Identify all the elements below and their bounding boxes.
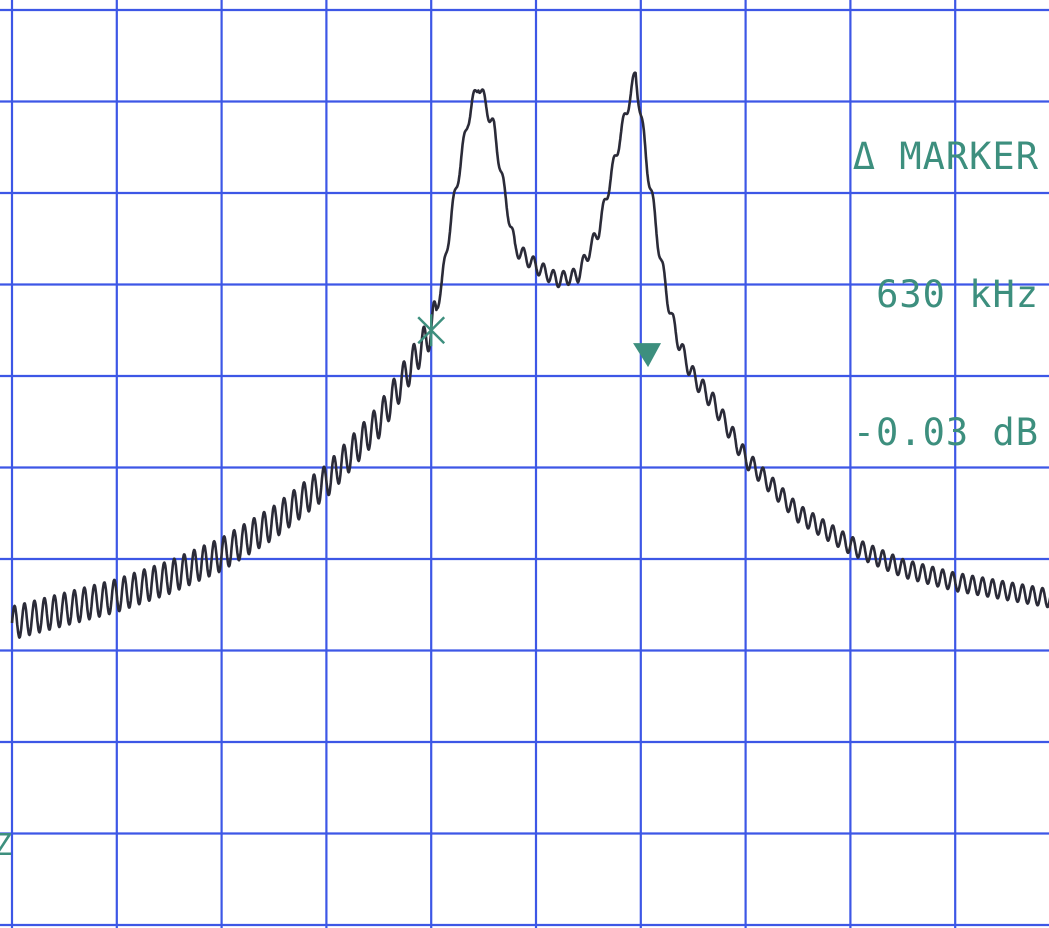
readout-amplitude: -0.03 dB	[852, 411, 1039, 454]
readout-frequency: 630 kHz	[876, 273, 1039, 316]
marker-group	[417, 314, 662, 368]
side-annotation: Z	[0, 828, 13, 863]
delta-marker	[633, 343, 662, 368]
readout-title: Δ MARKER	[852, 135, 1039, 178]
marker-readout: Δ MARKER 630 kHz -0.03 dB	[839, 42, 1039, 502]
reference-marker	[417, 314, 446, 347]
spectrum-trace	[10, 71, 1049, 639]
